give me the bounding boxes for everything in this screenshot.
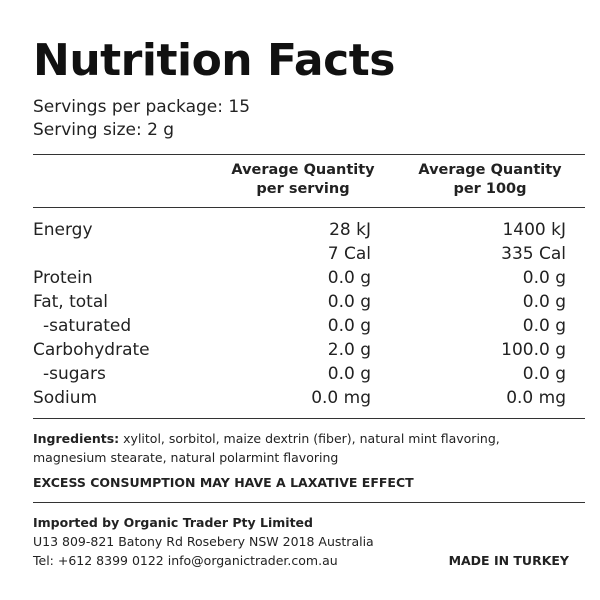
value-per-100g: 0.0 g: [522, 268, 566, 288]
value-per-100g: 0.0 g: [522, 364, 566, 384]
column-header-per-serving: Average Quantity per serving: [218, 161, 388, 199]
column-header-row: Average Quantity per serving Average Qua…: [33, 155, 585, 207]
nutrient-label: -sugars: [43, 364, 106, 384]
ingredients-text: xylitol, sorbitol, maize dextrin (fiber)…: [33, 431, 500, 465]
table-row: -sugars 0.0 g 0.0 g: [33, 362, 585, 386]
importer-block: Imported by Organic Trader Pty Limited U…: [33, 503, 585, 570]
value-per-serving: 0.0 g: [327, 268, 371, 288]
table-row: Protein 0.0 g 0.0 g: [33, 266, 585, 290]
divider: [33, 502, 585, 503]
nutrient-label: Fat, total: [33, 292, 108, 312]
value-per-100g: 1400 kJ: [502, 220, 566, 240]
value-per-100g: 0.0 mg: [506, 388, 566, 408]
value-per-serving: 0.0 g: [327, 316, 371, 336]
servings-per-package: Servings per package: 15: [33, 97, 251, 117]
importer-address: U13 809-821 Batony Rd Rosebery NSW 2018 …: [33, 534, 374, 549]
value-per-100g: 0.0 g: [522, 316, 566, 336]
ingredients-block: Ingredients: xylitol, sorbitol, maize de…: [33, 419, 573, 467]
table-row: Fat, total 0.0 g 0.0 g: [33, 290, 585, 314]
nutrient-label: Energy: [33, 220, 93, 240]
importer-contact: Tel: +612 8399 0122 info@organictrader.c…: [33, 553, 338, 568]
value-per-serving: 0.0 mg: [311, 388, 371, 408]
divider: [33, 207, 585, 208]
importer-name: Imported by Organic Trader Pty Limited: [33, 515, 313, 530]
divider: [33, 154, 585, 155]
value-per-serving: 0.0 g: [327, 292, 371, 312]
column-header-per-100g: Average Quantity per 100g: [405, 161, 575, 199]
column-header-line: per 100g: [453, 181, 527, 197]
value-per-serving: 7 Cal: [327, 244, 371, 264]
ingredients-label: Ingredients:: [33, 431, 120, 446]
country-of-origin: MADE IN TURKEY: [448, 553, 569, 568]
value-per-serving: 0.0 g: [327, 364, 371, 384]
column-header-line: per serving: [256, 181, 350, 197]
table-row: Carbohydrate 2.0 g 100.0 g: [33, 338, 585, 362]
laxative-warning: EXCESS CONSUMPTION MAY HAVE A LAXATIVE E…: [33, 475, 414, 490]
value-per-100g: 0.0 g: [522, 292, 566, 312]
value-per-serving: 2.0 g: [327, 340, 371, 360]
table-row: 7 Cal 335 Cal: [33, 242, 585, 266]
table-row: Sodium 0.0 mg 0.0 mg: [33, 386, 585, 410]
table-row: Energy 28 kJ 1400 kJ: [33, 218, 585, 242]
column-header-line: Average Quantity: [418, 162, 562, 178]
table-row: -saturated 0.0 g 0.0 g: [33, 314, 585, 338]
value-per-100g: 335 Cal: [501, 244, 566, 264]
column-header-line: Average Quantity: [231, 162, 375, 178]
nutrition-panel: Nutrition Facts Servings per package: 15…: [33, 34, 585, 570]
nutrient-label: -saturated: [43, 316, 132, 336]
nutrient-label: Carbohydrate: [33, 340, 150, 360]
nutrient-label: Protein: [33, 268, 93, 288]
value-per-100g: 100.0 g: [501, 340, 566, 360]
nutrient-label: Sodium: [33, 388, 98, 408]
panel-title: Nutrition Facts: [33, 35, 395, 86]
divider: [33, 418, 585, 419]
serving-size: Serving size: 2 g: [33, 120, 175, 140]
nutrient-table: Energy 28 kJ 1400 kJ 7 Cal 335 Cal Prote…: [33, 208, 585, 418]
value-per-serving: 28 kJ: [329, 220, 371, 240]
